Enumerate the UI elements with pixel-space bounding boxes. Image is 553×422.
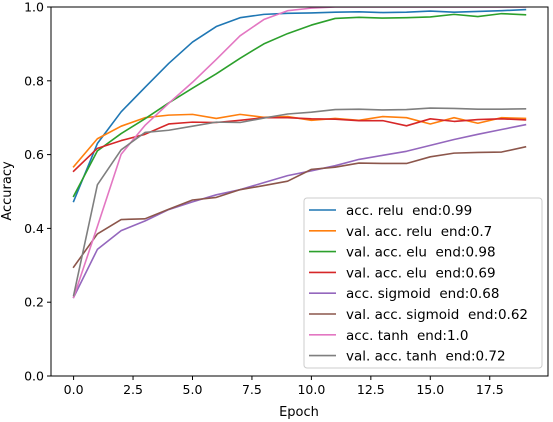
legend-label-4: acc. sigmoid end:0.68 — [346, 286, 499, 302]
series-line-2 — [72, 12, 527, 198]
y-tick-label: 0.6 — [24, 147, 44, 162]
y-axis-label: Accuracy — [0, 161, 15, 221]
x-axis-label: Epoch — [279, 405, 319, 420]
legend-label-3: val. acc. elu end:0.69 — [346, 265, 496, 281]
x-tick-label: 7.5 — [242, 382, 262, 397]
y-tick-label: 0.8 — [24, 73, 44, 88]
x-tick-label: 10.0 — [297, 382, 325, 397]
x-axis-ticks: 0.0 2.5 5.0 7.5 10.0 12.5 15.0 17.5 — [64, 376, 504, 397]
legend-label-7: val. acc. tanh end:0.72 — [346, 349, 506, 365]
axes-frame — [50, 6, 549, 377]
legend-label-0: acc. relu end:0.99 — [346, 203, 472, 219]
y-tick-label: 1.0 — [24, 0, 44, 15]
series-line-4 — [72, 123, 527, 299]
y-axis-ticks: 0.0 0.2 0.4 0.6 0.8 1.0 — [24, 0, 51, 384]
legend-box — [303, 197, 543, 369]
x-tick-label: 2.5 — [123, 382, 143, 397]
series-lines — [72, 7, 527, 299]
legend: acc. relu end:0.99 val. acc. relu end:0.7… — [303, 197, 543, 369]
series-line-7 — [72, 107, 527, 297]
y-tick-label: 0.2 — [24, 295, 44, 310]
series-line-0 — [72, 8, 527, 203]
x-tick-label: 5.0 — [183, 382, 203, 397]
legend-label-6: acc. tanh end:1.0 — [346, 328, 468, 344]
x-tick-label: 12.5 — [357, 382, 385, 397]
legend-label-1: val. acc. relu end:0.7 — [346, 224, 492, 240]
legend-label-5: val. acc. sigmoid end:0.62 — [346, 307, 528, 323]
x-tick-label: 17.5 — [476, 382, 504, 397]
y-tick-label: 0.0 — [24, 369, 44, 384]
y-tick-label: 0.4 — [24, 221, 44, 236]
series-line-5 — [72, 145, 527, 269]
legend-label-2: val. acc. elu end:0.98 — [346, 245, 496, 261]
x-tick-label: 15.0 — [416, 382, 444, 397]
x-tick-label: 0.0 — [64, 382, 84, 397]
series-line-6 — [72, 7, 527, 299]
